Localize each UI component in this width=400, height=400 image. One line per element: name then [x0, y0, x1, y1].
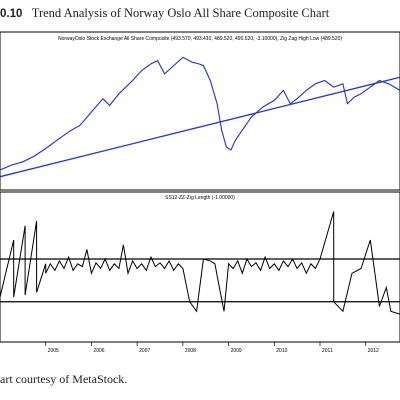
x-tick-label: 2008: [185, 348, 196, 354]
x-tick-label: 2009: [231, 348, 242, 354]
x-tick-label: 2007: [139, 348, 150, 354]
figure-title-text: Trend Analysis of Norway Oslo All Share …: [31, 6, 330, 20]
figure-title: 0.10 Trend Analysis of Norway Oslo All S…: [0, 6, 400, 24]
zigzag-trend-line: [0, 76, 400, 178]
figure-caption: art courtesy of MetaStock.: [0, 372, 128, 386]
x-tick-label: 2012: [368, 348, 379, 354]
indicator-panel-frame: [0, 191, 400, 343]
zig-length-series-line: [0, 211, 400, 315]
x-tick-label: 2011: [322, 348, 333, 354]
figure-number: 0.10: [0, 8, 23, 20]
indicator-panel: SS12-ZZ-Zig Length (-1.00000): [0, 191, 400, 343]
price-series-line: [0, 56, 400, 171]
x-axis: 2005 2006 2007 2008 2009 2010 2011 2012: [45, 342, 379, 354]
price-panel: NorwayOslo Stock Exchange All Share Comp…: [0, 31, 400, 191]
x-tick-label: 2010: [276, 348, 287, 354]
indicator-panel-title: SS12-ZZ-Zig Length (-1.00000): [165, 195, 235, 201]
indicator-series-group: [0, 211, 400, 315]
x-tick-label: 2005: [48, 348, 59, 354]
price-panel-frame: [0, 31, 400, 191]
price-series-group: [0, 56, 400, 178]
price-panel-title: NorwayOslo Stock Exchange All Share Comp…: [58, 36, 342, 42]
metastock-chart: NorwayOslo Stock Exchange All Share Comp…: [0, 31, 400, 354]
x-tick-label: 2006: [93, 348, 104, 354]
